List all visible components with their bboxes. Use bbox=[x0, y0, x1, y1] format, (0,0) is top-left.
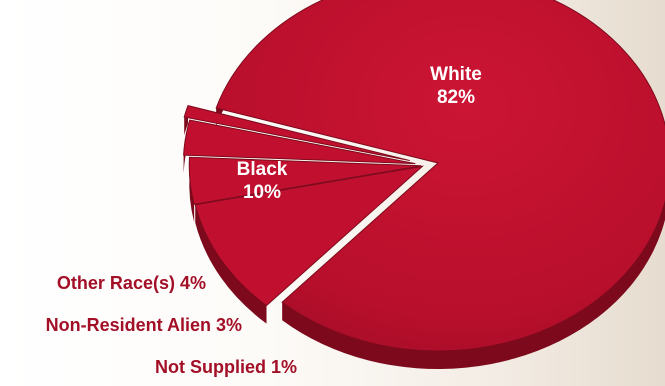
slice-white bbox=[215, 0, 665, 352]
non-resident-alien-label: Non-Resident Alien bbox=[46, 315, 211, 335]
slice-value-black: 10% bbox=[243, 182, 281, 203]
slice-label-other-races: Other Race(s) 4% bbox=[57, 273, 206, 293]
slice-value-white: 82% bbox=[437, 87, 475, 108]
slice-non-resident-alien bbox=[183, 119, 416, 165]
slice-side-black bbox=[195, 204, 267, 324]
slice-side-other-races bbox=[189, 157, 195, 223]
slice-label-not-supplied: Not Supplied 1% bbox=[155, 357, 297, 377]
non-resident-alien-value: 3% bbox=[216, 315, 242, 335]
slice-label-white: White bbox=[430, 64, 482, 85]
not-supplied-value: 1% bbox=[271, 357, 297, 377]
slice-label-non-resident-alien: Non-Resident Alien 3% bbox=[46, 315, 242, 335]
slice-other-races bbox=[188, 156, 422, 205]
slice-black bbox=[194, 165, 424, 307]
not-supplied-label: Not Supplied bbox=[155, 357, 266, 377]
slice-label-black: Black bbox=[237, 159, 288, 180]
other-races-value: 4% bbox=[180, 273, 206, 293]
pie-tops bbox=[183, 0, 665, 352]
other-races-label: Other Race(s) bbox=[57, 273, 175, 293]
slice-not-supplied bbox=[183, 105, 410, 162]
